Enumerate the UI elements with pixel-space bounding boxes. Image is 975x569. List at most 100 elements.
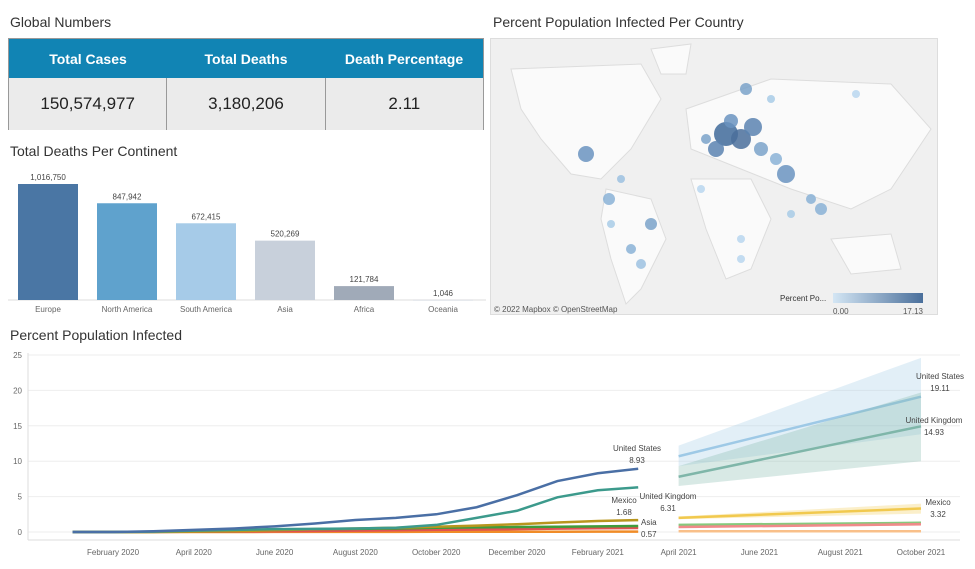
country-bubble [754,142,768,156]
forecast-line [678,507,922,520]
bar-value-label: 1,046 [433,289,454,298]
bar-value-label: 1,016,750 [30,173,66,182]
deaths-per-continent-chart: 1,016,750 Europe 847,942 North America 672,4… [8,173,486,314]
bar-north-america [97,203,157,300]
country-bubble [607,220,615,228]
country-bubble [603,193,615,205]
forecast-line [678,425,922,478]
country-bubble [645,218,657,230]
series-line [72,486,639,534]
country-bubble [636,259,646,269]
value-death-percentage: 2.11 [388,94,421,113]
bar-category-label: Asia [277,305,293,314]
series-line [72,467,639,534]
x-tick-label: August 2020 [333,548,378,557]
bar-europe [18,184,78,300]
x-tick-label: June 2020 [256,548,294,557]
y-tick-label: 5 [18,493,23,502]
header-death-percentage: Death Percentage [344,50,464,67]
forecast-line [678,522,922,529]
y-tick-label: 0 [18,528,23,537]
series-label: United Kingdom [640,492,697,501]
country-bubble [578,146,594,162]
x-tick-label: February 2021 [572,548,625,557]
forecast-line [678,521,922,527]
infection-map[interactable]: © 2022 Mapbox © OpenStreetMap Percent Po… [490,38,938,316]
forecast-line [678,395,922,458]
series-label: 6.31 [660,504,676,513]
bar-category-label: North America [102,305,153,314]
series-label: 3.32 [930,510,946,519]
x-tick-label: October 2020 [412,548,461,557]
bar-oceania [413,299,473,301]
bar-asia [255,240,315,300]
y-tick-label: 10 [13,457,22,466]
country-bubble [777,165,795,183]
x-tick-label: December 2020 [489,548,546,557]
bar-value-label: 121,784 [350,275,379,284]
series-label: 8.93 [629,456,645,465]
series-label: Asia [641,518,657,527]
bar-africa [334,286,394,300]
country-bubble [701,134,711,144]
value-total-deaths: 3,180,206 [167,78,326,130]
country-bubble [626,244,636,254]
header-total-deaths: Total Deaths [204,50,288,67]
country-bubbles[interactable] [578,83,860,269]
country-bubble [787,210,795,218]
percent-infected-chart: 0 5 10 15 20 25 February 2020 April 2020 June 20… [13,351,964,557]
legend-title: Percent Po... [780,294,826,303]
series-label: United States [916,372,964,381]
global-numbers-title: Global Numbers [10,14,112,30]
map-attribution: © 2022 Mapbox © OpenStreetMap [494,305,618,314]
map-title: Percent Population Infected Per Country [493,14,744,30]
country-bubble [617,175,625,183]
continents [510,43,932,305]
bar-value-label: 672,415 [192,212,221,221]
country-bubble [740,83,752,95]
country-bubble [744,118,762,136]
series-label: Mexico [611,496,637,505]
global-numbers-table: Total Cases Total Deaths Death Percentag… [8,38,484,130]
x-tick-label: April 2020 [176,548,213,557]
series-label: 19.11 [930,384,950,393]
series-label: United Kingdom [906,416,963,425]
header-total-cases: Total Cases [49,50,127,67]
country-bubble [767,95,775,103]
bar-category-label: South America [180,305,233,314]
bar-category-label: Oceania [428,305,458,314]
x-tick-label: June 2021 [741,548,779,557]
country-bubble [737,235,745,243]
country-bubble [737,255,745,263]
country-bubble [731,129,751,149]
x-tick-label: October 2021 [897,548,946,557]
country-bubble [806,194,816,204]
country-bubble [770,153,782,165]
series-label: 1.68 [616,508,632,517]
x-tick-label: August 2021 [818,548,863,557]
map-canvas: © 2022 Mapbox © OpenStreetMap Percent Po… [494,43,932,316]
series-label: Mexico [925,498,951,507]
series-label: 14.93 [924,428,945,437]
y-tick-label: 20 [13,386,22,395]
forecast-band [678,392,921,486]
x-tick-label: April 2021 [661,548,698,557]
legend-color-ramp [833,293,923,303]
bar-value-label: 520,269 [271,230,300,239]
bar-chart-title: Total Deaths Per Continent [10,143,178,159]
bar-south-america [176,223,236,300]
country-bubble [724,114,738,128]
legend-max: 17.13 [903,307,924,316]
bar-value-label: 847,942 [113,192,142,201]
legend-min: 0.00 [833,307,849,316]
value-total-cases: 150,574,977 [9,78,168,130]
country-bubble [852,90,860,98]
line-chart-title: Percent Population Infected [10,327,183,343]
country-bubble [697,185,705,193]
y-tick-label: 15 [13,422,22,431]
bar-category-label: Africa [354,305,375,314]
series-label: 0.57 [641,530,657,539]
series-label: United States [613,444,661,453]
y-tick-label: 25 [13,351,22,360]
country-bubble [708,141,724,157]
